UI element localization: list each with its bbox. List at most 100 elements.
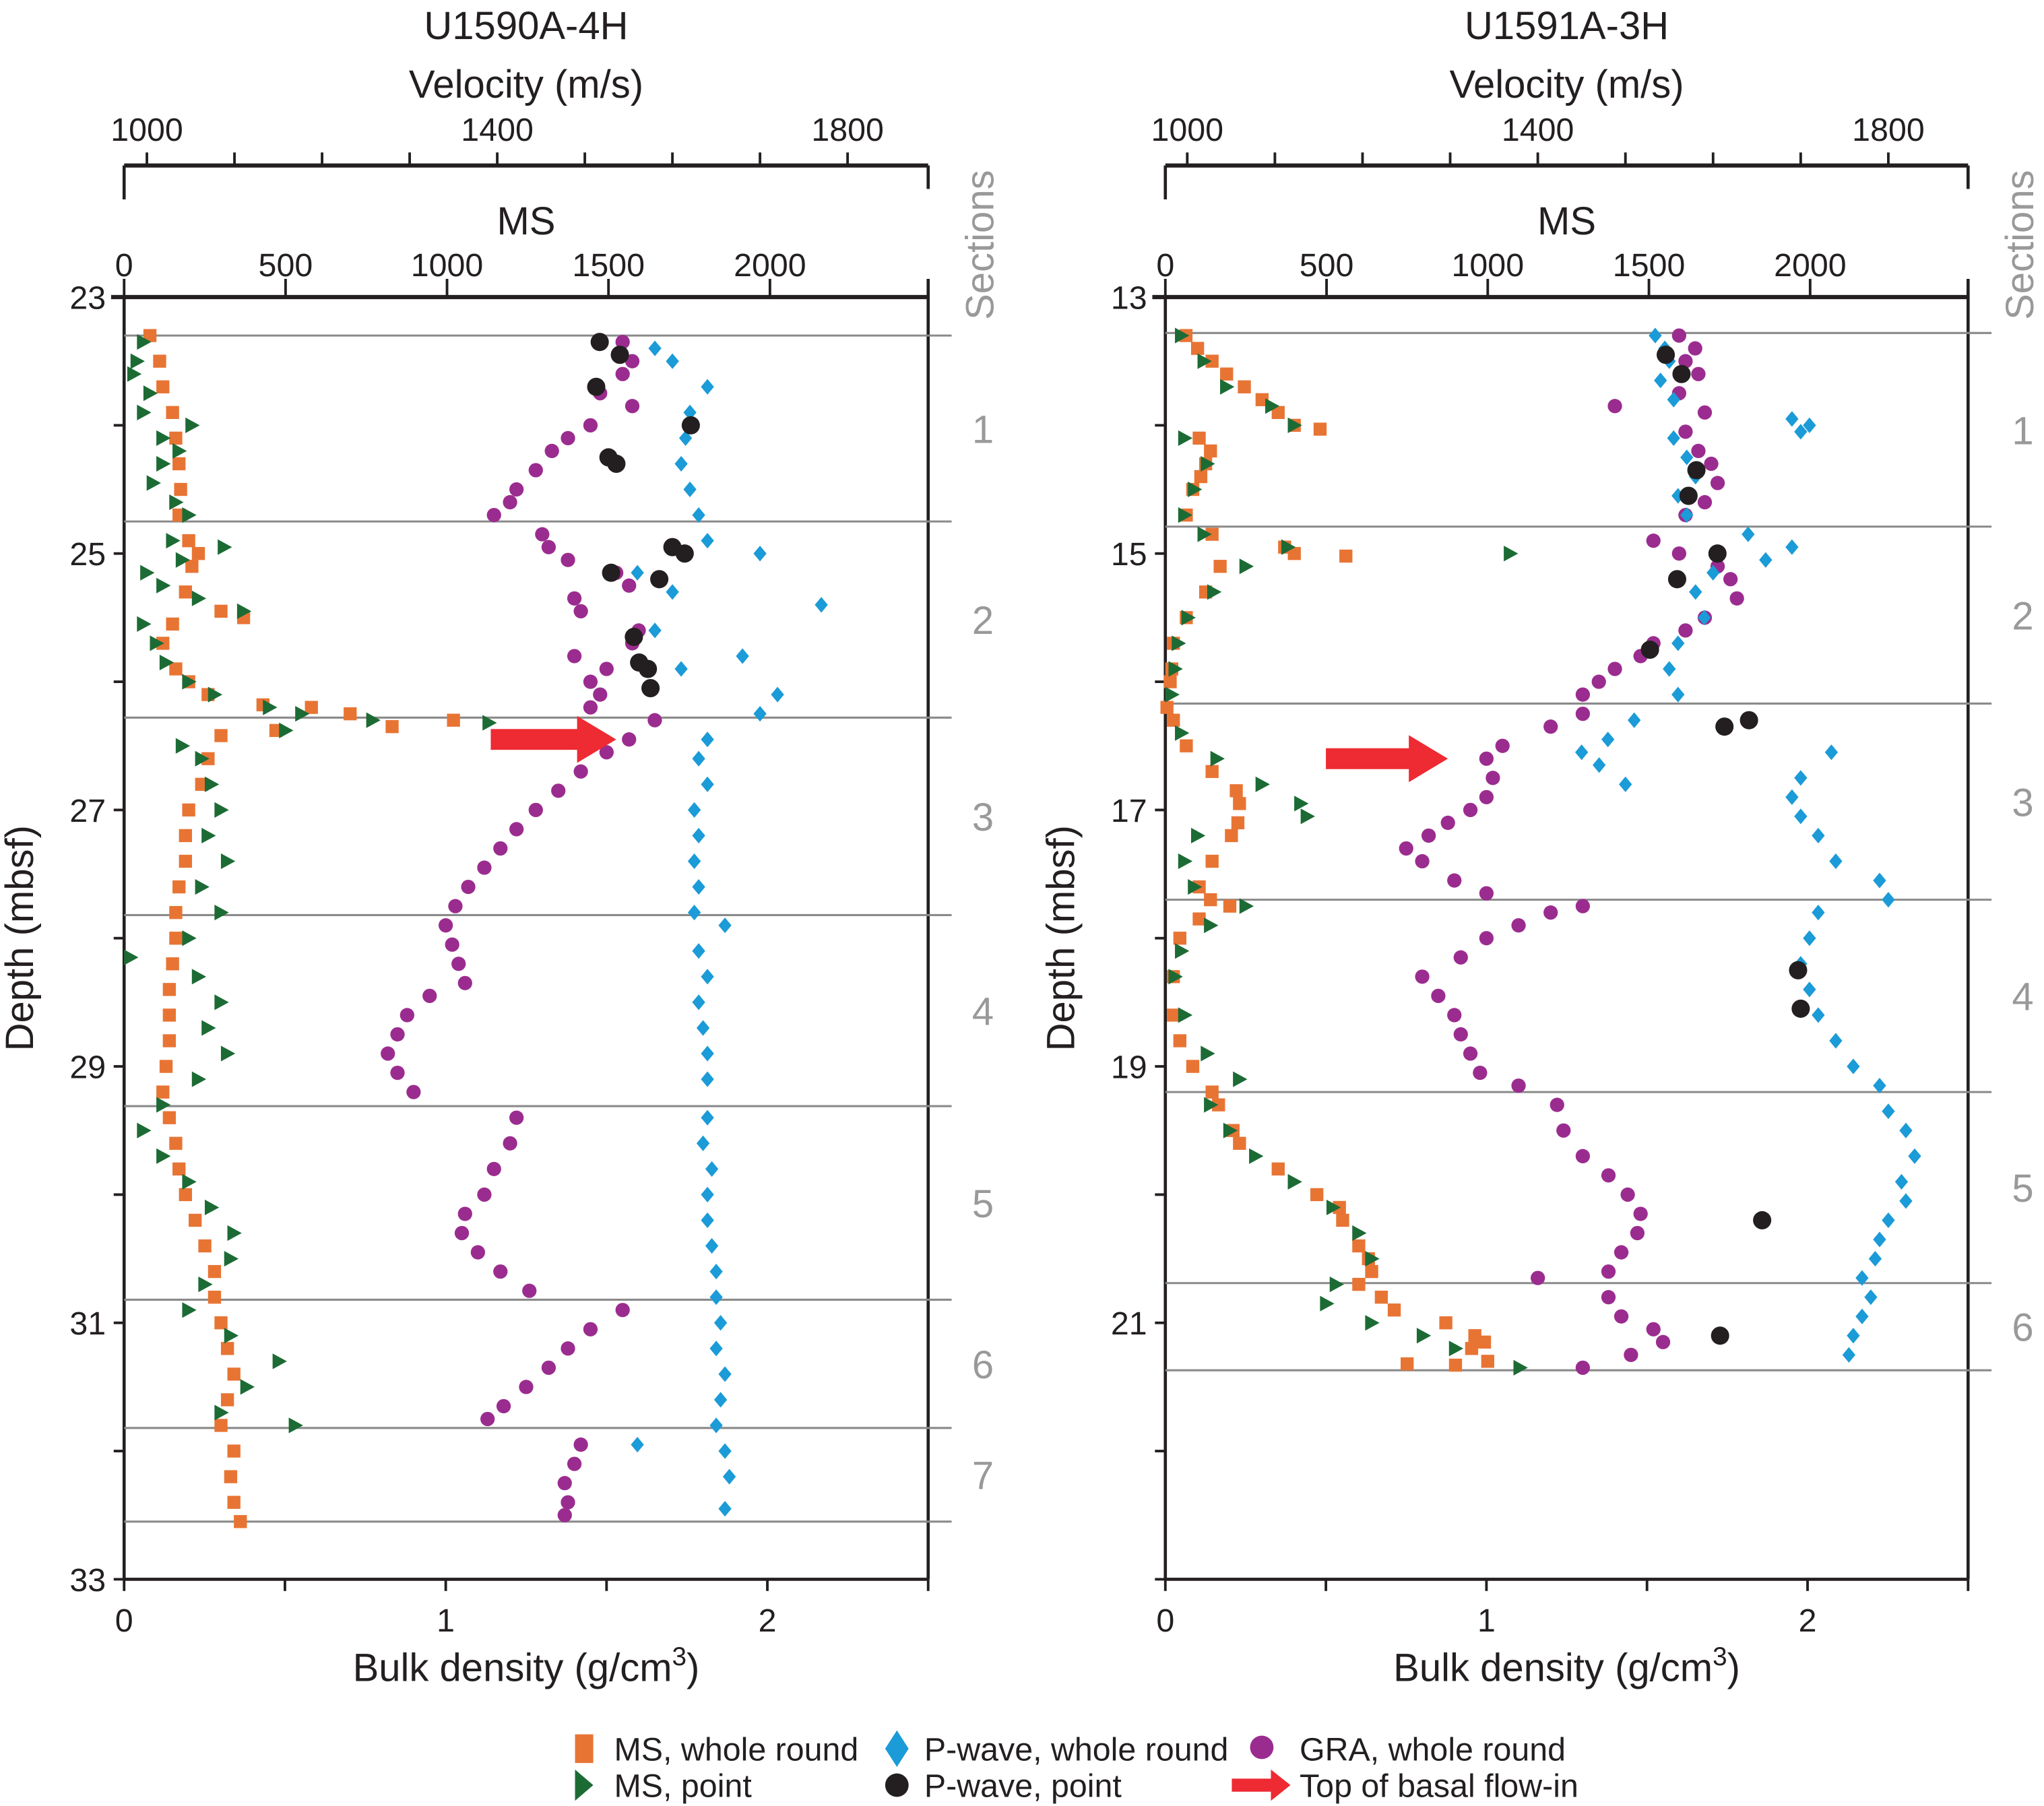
ms-point-marker [1300,808,1315,825]
gra-whole-round-point [1655,1334,1671,1349]
ms-tick-label: 1000 [1452,247,1525,284]
pwave-point-marker [1657,346,1675,364]
gra-whole-round-point [470,1245,486,1260]
gra-whole-round-point [528,463,543,478]
green-triangle-icon [575,1769,594,1801]
orange-square-icon [575,1734,594,1764]
pwave-point-marker [1679,486,1698,505]
legend-label: MS, whole round [614,1731,859,1768]
ms-whole-round-point [1212,1098,1225,1111]
pwave-whole-round-point [1882,1212,1895,1229]
ms-whole-round-point [185,560,199,573]
ms-whole-round-point [179,829,192,843]
gra-whole-round-point [615,1303,630,1318]
ms-whole-round-point [1205,854,1219,868]
ms-point-marker [272,1353,287,1369]
ms-whole-round-point [1194,470,1208,484]
ms-whole-round-point [1225,829,1238,843]
ms-whole-round-point [162,1008,177,1022]
pwave-whole-round-point [1628,712,1641,728]
gra-whole-round-point [480,1411,495,1427]
depth-axis-title: Depth (mbsf) [1039,825,1083,1051]
pwave-whole-round-point [1873,1231,1886,1248]
ms-point-marker [182,507,197,523]
pwave-whole-round-point [1829,853,1843,870]
ms-whole-round-point [227,1367,241,1381]
ms-point-marker [1365,1250,1380,1267]
pwave-whole-round-point [1689,584,1702,600]
pwave-whole-round-point [1899,1122,1913,1138]
gra-whole-round-point [1646,1322,1661,1336]
ms-point-marker [482,715,497,731]
pwave-point-marker [1789,961,1808,979]
pwave-point-marker [590,333,609,352]
ms-whole-round-point [172,880,186,894]
depth-tick-label: 27 [69,793,106,829]
gra-whole-round-point [509,482,524,497]
ms-whole-round-point [198,1239,212,1253]
ms-point-marker [263,699,278,715]
pwave-whole-round-point [666,584,679,600]
pwave-whole-round-point [718,917,732,934]
density-tick-label: 2 [1799,1603,1817,1639]
gra-whole-round-point [1447,1008,1462,1023]
density-axis-title-end: ) [686,1646,699,1689]
legend-label: P-wave, whole round [924,1731,1228,1768]
pwave-whole-round-point [674,455,688,472]
gra-whole-round-point [1697,405,1713,420]
gra-whole-round-point [1630,1225,1645,1241]
ms-point-marker [1320,1295,1335,1312]
pwave-whole-round-point [709,1289,723,1305]
pwave-whole-round-point [709,1341,723,1357]
ms-whole-round-point [1336,1213,1349,1227]
depth-tick-label: 33 [69,1562,106,1599]
gra-whole-round-point [461,879,476,895]
gra-whole-round-point [1550,1097,1564,1112]
gra-whole-round-point [1486,771,1500,785]
pwave-point-marker [1672,364,1691,383]
pwave-whole-round-point [713,1315,728,1331]
pwave-whole-round-point [674,661,688,677]
gra-whole-round-point [1399,841,1413,856]
gra-whole-round-point [422,988,437,1004]
gra-whole-round-point [615,335,630,350]
ms-whole-round-point [179,585,192,599]
ms-point-marker [1207,584,1222,600]
pwave-point-marker [1711,1326,1729,1345]
pwave-whole-round-point [648,340,662,356]
pwave-whole-round-point [1794,808,1808,825]
ms-point-marker [201,1020,216,1036]
ms-point-marker [143,385,158,401]
ms-whole-round-point [1481,1355,1494,1368]
gra-whole-round-point [509,1110,524,1125]
pwave-whole-round-point [1671,686,1685,703]
ms-whole-round-point [1205,527,1219,541]
gra-whole-round-point [381,1046,395,1061]
density-axis-title-sup: 3 [1713,1642,1727,1671]
pwave-whole-round-point [1824,744,1839,761]
pwave-point-marker [681,416,700,434]
gra-whole-round-point [1678,354,1693,368]
ms-point-marker [1178,507,1193,523]
pwave-whole-round-point [1742,526,1755,542]
ms-axis-title: MS [1537,199,1596,243]
gra-whole-round-point [1691,366,1706,381]
ms-whole-round-point [207,1264,222,1279]
ms-whole-round-point [174,482,187,496]
pwave-whole-round-point [1812,827,1825,844]
ms-point-marker [1175,327,1190,344]
pwave-whole-round-point [709,1417,723,1433]
ms-whole-round-point [1477,1335,1492,1349]
ms-point-marker [1175,725,1190,741]
gra-whole-round-point [503,494,517,510]
ms-point-marker [185,417,200,433]
ms-whole-round-point [447,713,460,727]
gra-whole-round-point [583,674,598,689]
depth-axis-title: Depth (mbsf) [0,825,42,1051]
ms-whole-round-point [191,547,205,560]
pwave-whole-round-point [692,943,705,959]
gra-whole-round-point [454,1225,470,1241]
ms-whole-round-point [179,1188,192,1202]
ms-point-marker [227,1225,242,1241]
